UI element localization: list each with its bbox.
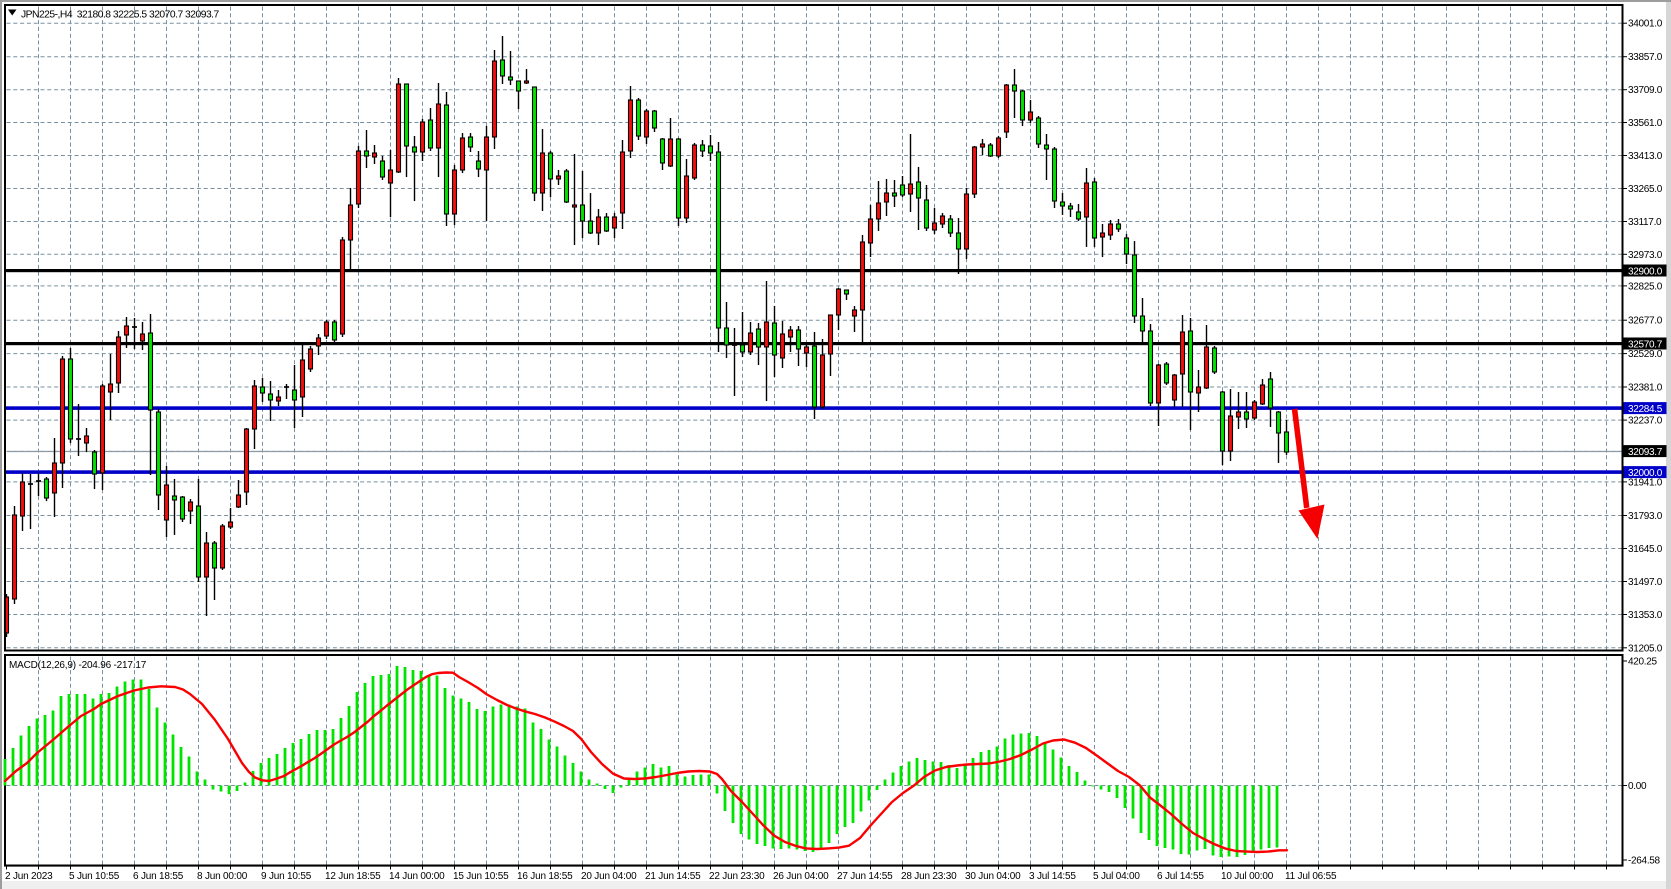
- svg-text:JPN225-,H4 32180.8 32225.5 32: JPN225-,H4 32180.8 32225.5 32070.7 32093…: [21, 10, 220, 21]
- svg-text:32677.0: 32677.0: [1628, 316, 1663, 327]
- svg-text:33265.0: 33265.0: [1628, 184, 1663, 195]
- svg-text:32000.0: 32000.0: [1628, 468, 1663, 479]
- svg-text:10 Jul 00:00: 10 Jul 00:00: [1221, 871, 1274, 882]
- svg-text:5 Jun 10:55: 5 Jun 10:55: [69, 871, 120, 882]
- svg-text:6 Jun 18:55: 6 Jun 18:55: [133, 871, 184, 882]
- svg-text:31793.0: 31793.0: [1628, 511, 1663, 522]
- svg-text:33857.0: 33857.0: [1628, 52, 1663, 63]
- svg-text:0.00: 0.00: [1628, 781, 1647, 792]
- svg-text:32093.7: 32093.7: [1628, 447, 1663, 458]
- svg-text:21 Jun 14:55: 21 Jun 14:55: [645, 871, 701, 882]
- svg-text:6 Jul 14:55: 6 Jul 14:55: [1157, 871, 1204, 882]
- svg-text:33117.0: 33117.0: [1628, 217, 1662, 228]
- svg-text:34001.0: 34001.0: [1628, 19, 1663, 30]
- svg-text:30 Jun 04:00: 30 Jun 04:00: [965, 871, 1021, 882]
- svg-text:28 Jun 23:30: 28 Jun 23:30: [901, 871, 957, 882]
- svg-text:20 Jun 04:00: 20 Jun 04:00: [581, 871, 637, 882]
- svg-text:15 Jun 10:55: 15 Jun 10:55: [453, 871, 509, 882]
- svg-text:MACD(12,26,9) -204.96 -217.17: MACD(12,26,9) -204.96 -217.17: [9, 660, 147, 671]
- svg-text:32284.5: 32284.5: [1628, 404, 1663, 415]
- svg-text:16 Jun 18:55: 16 Jun 18:55: [517, 871, 573, 882]
- svg-text:32381.0: 32381.0: [1628, 383, 1663, 394]
- svg-text:12 Jun 18:55: 12 Jun 18:55: [325, 871, 381, 882]
- svg-text:8 Jun 00:00: 8 Jun 00:00: [197, 871, 248, 882]
- svg-text:31205.0: 31205.0: [1628, 643, 1663, 654]
- svg-text:33413.0: 33413.0: [1628, 151, 1663, 162]
- svg-text:32529.0: 32529.0: [1628, 349, 1663, 360]
- svg-text:3 Jul 14:55: 3 Jul 14:55: [1029, 871, 1076, 882]
- svg-text:33709.0: 33709.0: [1628, 85, 1663, 96]
- svg-text:31353.0: 31353.0: [1628, 610, 1663, 621]
- svg-text:22 Jun 23:30: 22 Jun 23:30: [709, 871, 765, 882]
- svg-text:32570.7: 32570.7: [1628, 340, 1663, 351]
- svg-text:31645.0: 31645.0: [1628, 544, 1663, 555]
- svg-text:33561.0: 33561.0: [1628, 118, 1663, 129]
- svg-text:26 Jun 04:00: 26 Jun 04:00: [773, 871, 829, 882]
- svg-text:2 Jun 2023: 2 Jun 2023: [5, 871, 53, 882]
- svg-text:31941.0: 31941.0: [1628, 477, 1663, 488]
- svg-text:32237.0: 32237.0: [1628, 416, 1663, 427]
- svg-text:-264.58: -264.58: [1628, 856, 1661, 867]
- svg-text:11 Jul 06:55: 11 Jul 06:55: [1285, 871, 1337, 882]
- svg-text:14 Jun 00:00: 14 Jun 00:00: [389, 871, 445, 882]
- svg-text:31497.0: 31497.0: [1628, 577, 1663, 588]
- svg-text:32973.0: 32973.0: [1628, 250, 1663, 261]
- svg-text:9 Jun 10:55: 9 Jun 10:55: [261, 871, 312, 882]
- svg-text:32825.0: 32825.0: [1628, 281, 1663, 292]
- svg-text:32900.0: 32900.0: [1628, 267, 1663, 278]
- svg-text:420.25: 420.25: [1628, 657, 1658, 668]
- svg-text:5 Jul 04:00: 5 Jul 04:00: [1093, 871, 1140, 882]
- svg-text:27 Jun 14:55: 27 Jun 14:55: [837, 871, 893, 882]
